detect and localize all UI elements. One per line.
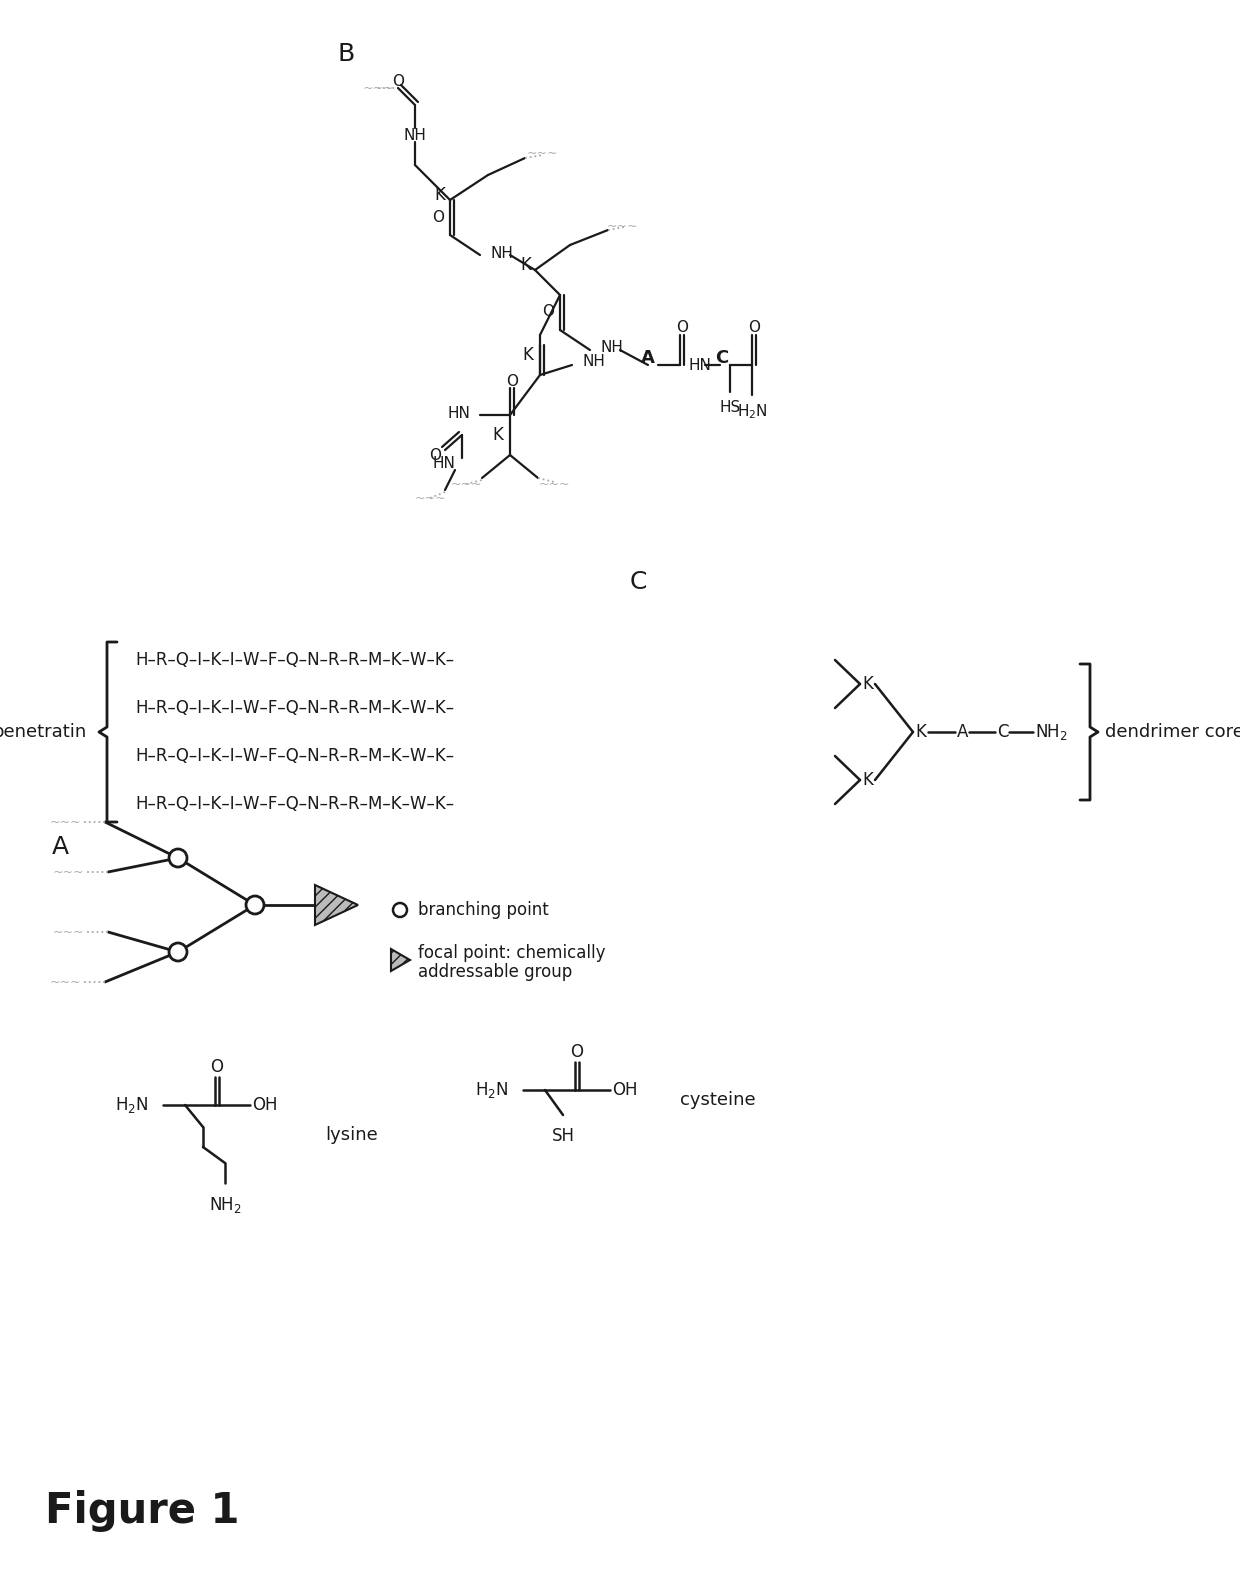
Text: ~~~: ~~~: [362, 81, 394, 95]
Text: O: O: [432, 211, 444, 225]
Text: H–R–Q–I–K–I–W–F–Q–N–R–R–M–K–W–K–: H–R–Q–I–K–I–W–F–Q–N–R–R–M–K–W–K–: [135, 796, 454, 813]
Text: H$_2$N: H$_2$N: [115, 1096, 149, 1115]
Text: O: O: [542, 305, 554, 319]
Text: O: O: [676, 321, 688, 335]
Text: OH: OH: [613, 1081, 637, 1099]
Text: addressable group: addressable group: [418, 962, 572, 981]
Text: NH: NH: [403, 127, 427, 143]
Text: O: O: [570, 1043, 584, 1061]
Text: H$_2$N: H$_2$N: [737, 402, 768, 421]
Text: OH: OH: [252, 1096, 278, 1115]
Text: branching point: branching point: [418, 900, 549, 919]
Text: penetratin: penetratin: [0, 723, 87, 742]
Text: K: K: [521, 256, 532, 275]
Text: H–R–Q–I–K–I–W–F–Q–N–R–R–M–K–W–K–: H–R–Q–I–K–I–W–F–Q–N–R–R–M–K–W–K–: [135, 651, 454, 669]
Text: ~~~: ~~~: [50, 816, 81, 829]
Text: O: O: [429, 448, 441, 462]
Text: ~~~: ~~~: [526, 146, 558, 159]
Text: K: K: [522, 346, 533, 364]
Text: C: C: [997, 723, 1008, 742]
Text: HS: HS: [719, 400, 740, 414]
Text: ~~~: ~~~: [450, 478, 482, 491]
Circle shape: [246, 896, 264, 915]
Text: HN: HN: [688, 357, 711, 373]
Text: O: O: [392, 75, 404, 89]
Text: dendrimer core: dendrimer core: [1105, 723, 1240, 742]
Text: ~~~: ~~~: [414, 492, 445, 505]
Text: ~~~: ~~~: [538, 478, 569, 491]
Text: NH: NH: [490, 246, 513, 260]
Text: C: C: [715, 349, 729, 367]
Text: H–R–Q–I–K–I–W–F–Q–N–R–R–M–K–W–K–: H–R–Q–I–K–I–W–F–Q–N–R–R–M–K–W–K–: [135, 746, 454, 765]
Circle shape: [169, 850, 187, 867]
Text: ~~~: ~~~: [606, 219, 637, 232]
Polygon shape: [315, 885, 358, 924]
Text: O: O: [748, 321, 760, 335]
Text: HN: HN: [448, 405, 470, 421]
Text: NH: NH: [582, 354, 605, 370]
Circle shape: [169, 943, 187, 961]
Text: H–R–Q–I–K–I–W–F–Q–N–R–R–M–K–W–K–: H–R–Q–I–K–I–W–F–Q–N–R–R–M–K–W–K–: [135, 699, 454, 718]
Text: K: K: [915, 723, 926, 742]
Text: cysteine: cysteine: [680, 1091, 755, 1108]
Text: O: O: [211, 1058, 223, 1077]
Text: ~~~: ~~~: [50, 975, 81, 988]
Text: O: O: [506, 375, 518, 389]
Polygon shape: [391, 950, 410, 970]
Text: ~~~: ~~~: [52, 865, 84, 878]
Text: A: A: [52, 835, 69, 859]
Text: SH: SH: [552, 1127, 574, 1145]
Text: HN: HN: [432, 456, 455, 470]
Text: A: A: [641, 349, 655, 367]
Text: NH: NH: [600, 340, 622, 356]
Text: NH$_2$: NH$_2$: [1035, 723, 1068, 742]
Text: focal point: chemically: focal point: chemically: [418, 943, 605, 962]
Text: A: A: [957, 723, 968, 742]
Text: B: B: [339, 41, 355, 67]
Text: K: K: [862, 675, 873, 692]
Text: H$_2$N: H$_2$N: [475, 1080, 508, 1100]
Text: C: C: [630, 570, 647, 594]
Text: K: K: [434, 186, 445, 203]
Text: NH$_2$: NH$_2$: [208, 1196, 242, 1215]
Text: K: K: [492, 426, 503, 445]
Text: Figure 1: Figure 1: [45, 1490, 239, 1532]
Text: ~~~: ~~~: [52, 926, 84, 939]
Text: K: K: [862, 772, 873, 789]
Text: lysine: lysine: [325, 1126, 378, 1143]
